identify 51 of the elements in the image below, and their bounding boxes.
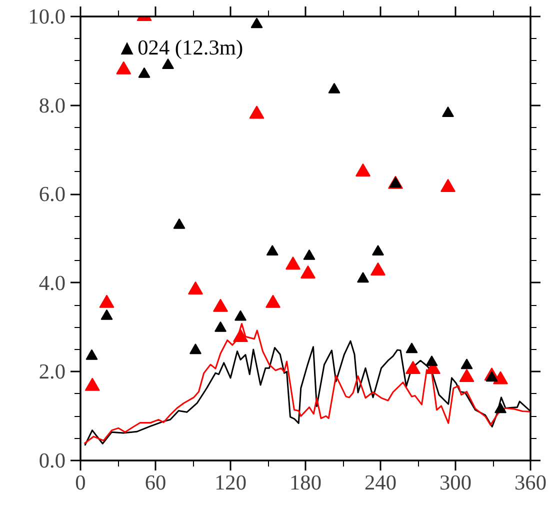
point (100, 309, 113, 320)
point (370, 262, 386, 276)
annotation: ▲024 (12.3m) (116, 36, 244, 60)
point (426, 356, 438, 366)
point (286, 256, 300, 270)
x-tick-label: 0 (75, 470, 86, 494)
point (440, 178, 456, 192)
point (300, 265, 316, 279)
point (162, 58, 174, 70)
point (116, 61, 132, 74)
point (99, 294, 114, 308)
y-tick-label: 10.0 (28, 4, 66, 28)
point (328, 82, 340, 94)
y-tick-label: 2.0 (38, 360, 66, 384)
x-tick-label: 120 (214, 470, 247, 494)
point (406, 360, 420, 374)
point (486, 371, 498, 382)
point (214, 321, 226, 332)
y-tick-label: 0.0 (38, 448, 66, 472)
y-tick-label: 8.0 (38, 93, 66, 118)
x-tick-label: 360 (514, 470, 547, 494)
y-tick-label: 4.0 (38, 270, 66, 295)
point (493, 371, 508, 384)
point (459, 368, 474, 382)
point (190, 344, 202, 354)
point (494, 402, 506, 414)
point (266, 294, 280, 308)
x-tick-label: 60 (144, 470, 166, 494)
point (357, 272, 369, 283)
point (233, 328, 248, 342)
y-tick-label: 6.0 (38, 182, 66, 206)
point (303, 249, 316, 260)
point (213, 298, 228, 312)
point (249, 106, 264, 119)
point (86, 349, 98, 360)
point (84, 378, 100, 391)
point (173, 218, 186, 229)
x-tick-label: 180 (290, 470, 322, 494)
point (406, 342, 418, 354)
point (460, 358, 473, 370)
point (234, 310, 246, 321)
point (442, 106, 454, 117)
point (356, 163, 370, 176)
point (372, 244, 384, 256)
point (188, 281, 203, 295)
line-series (84, 323, 530, 444)
point (266, 244, 278, 256)
point (138, 67, 150, 78)
point (250, 18, 263, 28)
x-tick-label: 300 (440, 470, 472, 494)
x-tick-label: 240 (364, 470, 397, 494)
